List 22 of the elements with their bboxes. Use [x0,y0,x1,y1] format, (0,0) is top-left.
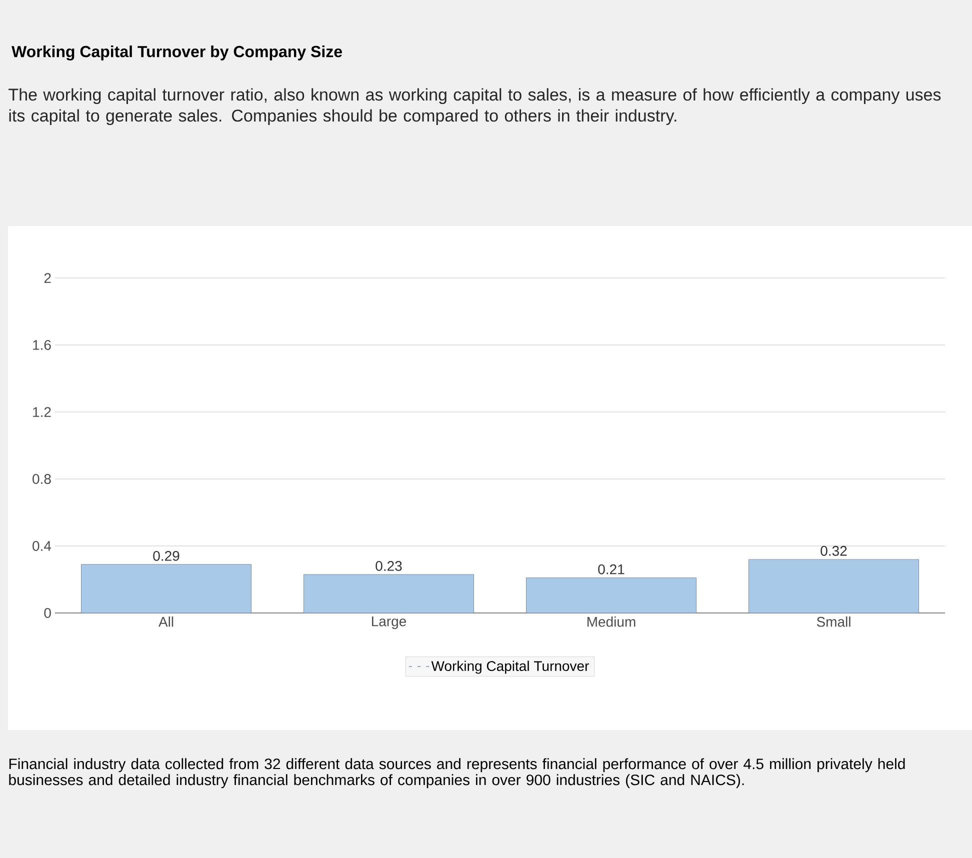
bar [304,574,474,613]
y-tick-label: 1.6 [33,340,51,350]
y-tick-label: 0.4 [32,541,52,551]
data-label: 0.29 [153,550,180,561]
bar [748,559,919,613]
chart-title: Working Capital Turnover by Company Size [12,45,342,60]
y-tick-label: 0.8 [32,474,51,484]
x-tick-label: Small [816,616,850,627]
y-tick-label: 0 [44,608,51,618]
data-label: 0.23 [376,561,402,571]
chart-subtitle: The working capital turnover ratio, also known as working capital to sales, is a measure of how efficiently a company uses its capital to generate sales. Companies should be compared to others in their industry. [8,88,941,126]
bar [81,564,252,613]
data-label: 0.21 [598,564,624,574]
x-tick-label: Medium [588,616,636,627]
legend-label: Working Capital Turnover [431,660,589,674]
x-tick-label: Large [372,616,406,630]
x-tick-label: All [158,616,174,627]
bar [526,578,696,613]
y-tick-label: 2 [44,273,51,283]
data-label: 0.32 [820,546,847,556]
text: Financial industry data collected from 32 different data sources and represents financial performance of over 4.5 million privately held businesses and detailed industry financial benchmarks of companies in over 900 industries (SIC and NAICS). [9,758,905,788]
y-tick-label: 1.2 [33,407,51,417]
